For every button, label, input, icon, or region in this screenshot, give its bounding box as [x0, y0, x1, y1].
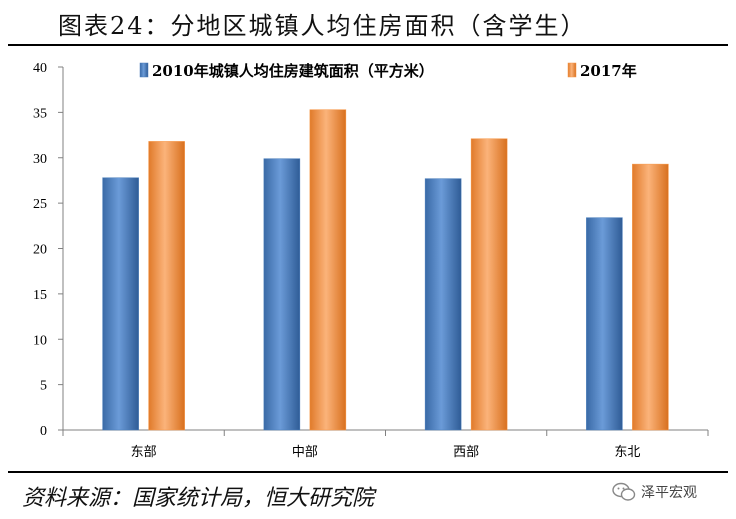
source-note: 资料来源：国家统计局，恒大研究院: [22, 486, 375, 511]
bar-2017-0: [148, 141, 185, 431]
y-tick-label: 10: [33, 333, 47, 348]
bar-2010-3: [586, 217, 623, 431]
y-tick-label: 5: [40, 379, 47, 394]
title-rule: [8, 44, 728, 46]
y-tick-label: 35: [33, 106, 47, 121]
y-tick-label: 25: [33, 197, 47, 212]
y-tick-label: 40: [33, 61, 47, 76]
x-tick-label: 东北: [614, 445, 640, 460]
x-tick-label: 中部: [292, 445, 318, 460]
watermark: 泽平宏观: [612, 482, 697, 502]
chart-title: 图表24：分地区城镇人均住房面积（含学生）: [58, 12, 587, 40]
legend-label-0: 2010年城镇人均住房建筑面积（平方米）: [152, 62, 434, 80]
legend-swatch-0: [139, 62, 149, 78]
bar-2017-1: [309, 109, 347, 431]
y-tick-label: 15: [33, 288, 47, 303]
bar-2017-2: [470, 138, 508, 431]
bar-2010-1: [263, 158, 301, 431]
y-tick-label: 0: [40, 424, 47, 439]
y-tick-label: 20: [33, 243, 47, 258]
x-tick-label: 东部: [131, 445, 157, 460]
y-tick-label: 30: [33, 152, 47, 167]
legend-label-1: 2017年: [580, 62, 637, 80]
bar-2017-3: [632, 163, 669, 431]
legend-swatch-1: [567, 62, 577, 78]
x-tick-label: 西部: [453, 445, 479, 460]
bar-2010-2: [424, 178, 462, 431]
bar-2010-0: [102, 177, 139, 431]
footer-rule: [8, 471, 728, 473]
wechat-icon: [612, 482, 636, 501]
watermark-text: 泽平宏观: [641, 485, 697, 501]
